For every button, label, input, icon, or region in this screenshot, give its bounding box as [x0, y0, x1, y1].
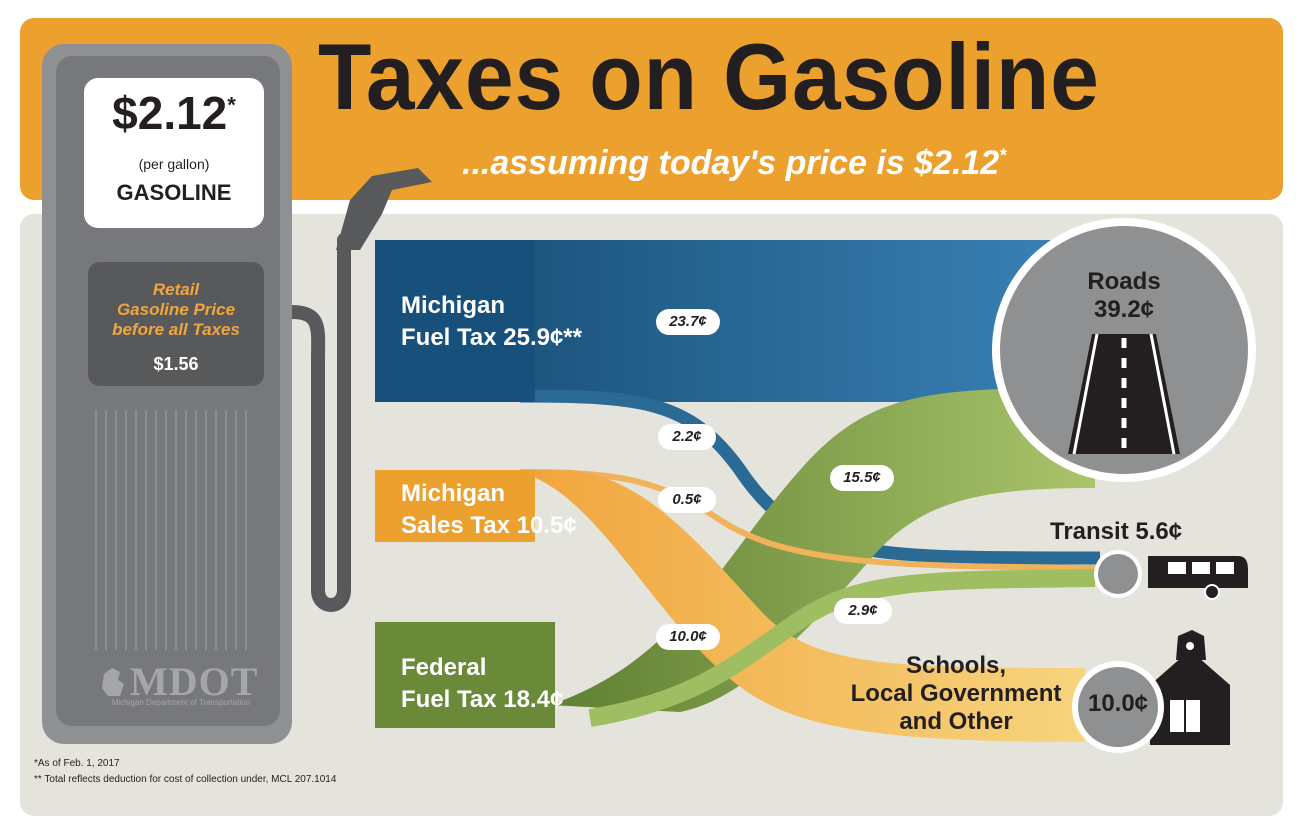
flow-label-federal-roads: 15.5¢ [830, 465, 894, 491]
source-block-mi-fuel [375, 240, 535, 402]
flow-label-federal-transit: 2.9¢ [834, 598, 892, 624]
source-label-mi-sales: Michigan Sales Tax 10.5¢ [401, 480, 577, 539]
retail-price-card: Retail Gasoline Price before all Taxes $… [88, 262, 264, 386]
flow-label-mi-sales-schools: 10.0¢ [656, 624, 720, 650]
source-label-mi-fuel: Michigan Fuel Tax 25.9¢** [401, 292, 582, 351]
source-block-mi-sales [375, 470, 535, 542]
product-label: GASOLINE [116, 180, 232, 205]
michigan-map-icon [102, 668, 124, 696]
footnote: ** Total reflects deduction for cost of … [34, 774, 337, 785]
destination-label-schools: Schools, Local Government and Other [850, 652, 1062, 735]
nozzle-icon [336, 168, 432, 250]
price-display: $2.12* (per gallon) GASOLINE [84, 78, 264, 228]
road-icon [1068, 334, 1180, 454]
source-block-federal [375, 622, 555, 728]
flow-label-mi-fuel-roads: 23.7¢ [656, 309, 720, 335]
flow-label-mi-fuel-transit: 2.2¢ [658, 424, 716, 450]
retail-price-value: $1.56 [153, 354, 199, 374]
flow-band-federal-transit [588, 569, 1096, 727]
flow-band-mi-sales-transit [519, 469, 1101, 571]
destination-label-roads: Roads 39.2¢ [1087, 268, 1161, 323]
price-unit: (per gallon) [138, 156, 210, 172]
page-title: Taxes on Gasoline [318, 24, 1100, 129]
gas-price: $2.12* [112, 87, 236, 139]
page-subtitle: ...assuming today's price is $2.12* [462, 144, 1007, 182]
pump-grille [95, 410, 247, 650]
footnotes: *As of Feb. 1, 2017 ** Total reflects de… [34, 756, 336, 788]
destination-value-schools: 10.0¢ [1087, 690, 1149, 717]
retail-price-label: Retail Gasoline Price before all Taxes [112, 280, 240, 339]
schoolhouse-icon [1150, 630, 1230, 745]
flow-band-mi-fuel-transit [519, 389, 1101, 565]
destination-label-transit: Transit 5.6¢ [1050, 518, 1183, 545]
mdot-logo: MDOT Michigan Department of Transportati… [96, 658, 266, 714]
flow-band-mi-sales-schools [500, 470, 1085, 742]
bus-icon [1148, 556, 1248, 600]
source-label-federal: Federal Fuel Tax 18.4¢ [401, 654, 564, 713]
flow-label-mi-sales-transit: 0.5¢ [658, 487, 716, 513]
hose [285, 233, 351, 612]
footnote: *As of Feb. 1, 2017 [34, 758, 120, 769]
